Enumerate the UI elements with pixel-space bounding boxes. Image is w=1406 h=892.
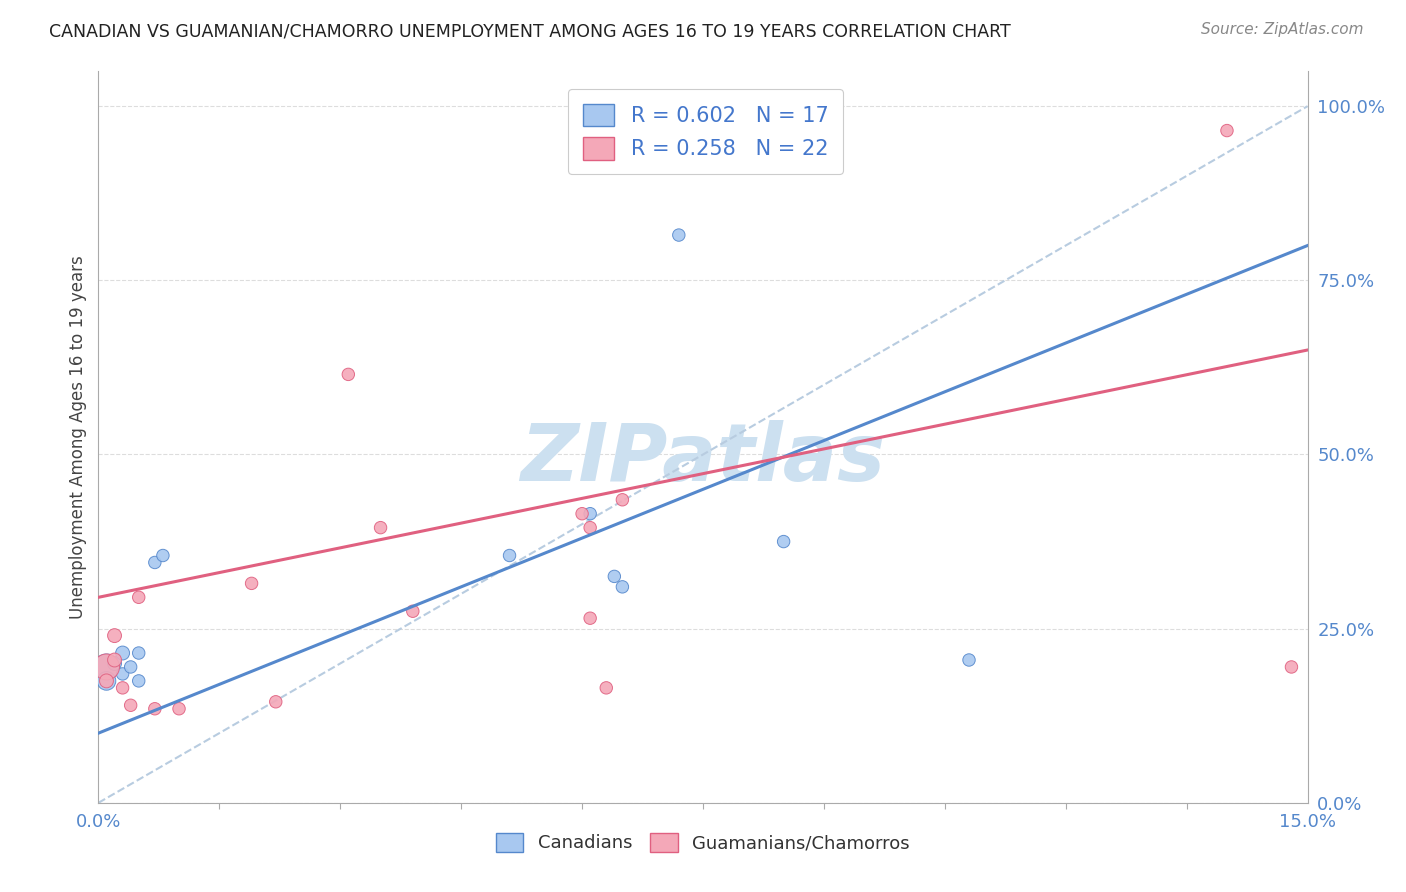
Point	[128, 646, 150, 660]
Point	[103, 657, 125, 671]
Point	[402, 604, 425, 618]
Point	[111, 681, 134, 695]
Point	[111, 646, 134, 660]
Point	[96, 660, 118, 674]
Point	[143, 556, 166, 570]
Text: CANADIAN VS GUAMANIAN/CHAMORRO UNEMPLOYMENT AMONG AGES 16 TO 19 YEARS CORRELATIO: CANADIAN VS GUAMANIAN/CHAMORRO UNEMPLOYM…	[49, 22, 1011, 40]
Point	[152, 549, 174, 563]
Point	[337, 368, 360, 382]
Point	[264, 695, 287, 709]
Point	[96, 673, 118, 688]
Point	[96, 660, 118, 674]
Point	[96, 673, 118, 688]
Point	[370, 521, 392, 535]
Y-axis label: Unemployment Among Ages 16 to 19 years: Unemployment Among Ages 16 to 19 years	[69, 255, 87, 619]
Point	[603, 569, 626, 583]
Point	[772, 534, 794, 549]
Point	[612, 580, 634, 594]
Point	[120, 698, 142, 713]
Point	[240, 576, 263, 591]
Point	[111, 667, 134, 681]
Point	[1281, 660, 1303, 674]
Point	[128, 673, 150, 688]
Point	[120, 660, 142, 674]
Point	[1216, 123, 1239, 137]
Point	[143, 702, 166, 716]
Legend: Canadians, Guamanians/Chamorros: Canadians, Guamanians/Chamorros	[489, 826, 917, 860]
Point	[103, 629, 125, 643]
Point	[579, 611, 602, 625]
Text: ZIPatlas: ZIPatlas	[520, 420, 886, 498]
Point	[128, 591, 150, 605]
Point	[571, 507, 593, 521]
Point	[579, 507, 602, 521]
Point	[668, 228, 690, 243]
Point	[595, 681, 617, 695]
Point	[579, 521, 602, 535]
Point	[167, 702, 190, 716]
Point	[103, 653, 125, 667]
Point	[756, 123, 779, 137]
Text: Source: ZipAtlas.com: Source: ZipAtlas.com	[1201, 22, 1364, 37]
Point	[612, 492, 634, 507]
Point	[957, 653, 980, 667]
Point	[498, 549, 520, 563]
